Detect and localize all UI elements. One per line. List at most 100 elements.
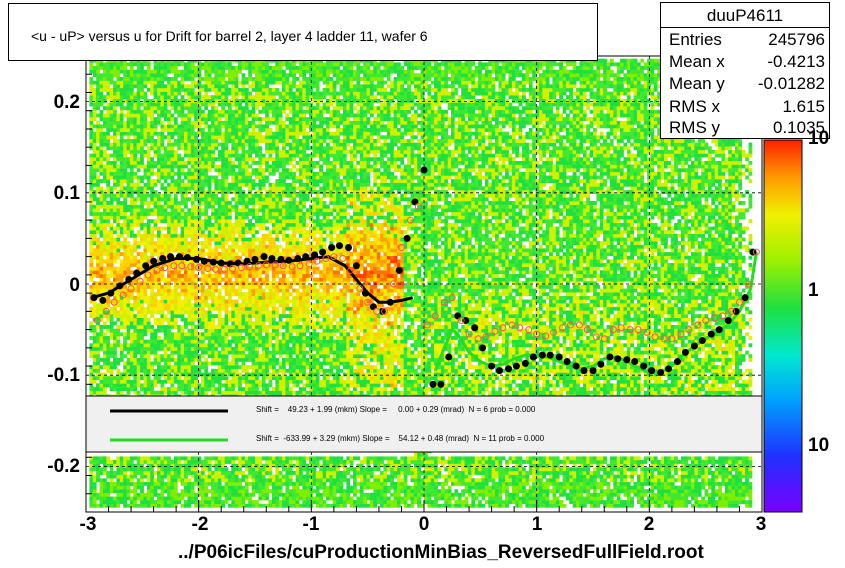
heatmap-cell <box>96 215 100 220</box>
heatmap-cell <box>102 77 107 81</box>
heatmap-cell <box>200 95 205 100</box>
heatmap-cell <box>177 332 182 337</box>
heatmap-cell <box>255 77 259 81</box>
heatmap-cell <box>244 503 249 508</box>
heatmap-cell <box>197 463 202 468</box>
heatmap-cell <box>200 128 205 132</box>
heatmap-cell <box>123 222 127 227</box>
heatmap-cell <box>89 503 94 508</box>
heatmap-cell <box>102 481 107 486</box>
heatmap-cell <box>157 379 161 384</box>
heatmap-cell <box>221 219 225 224</box>
heatmap-cell <box>89 292 94 297</box>
heatmap-cell <box>241 306 246 311</box>
heatmap-cell <box>224 222 229 227</box>
heatmap-cell <box>265 179 269 183</box>
heatmap-cell <box>214 219 219 224</box>
heatmap-cell <box>265 124 269 129</box>
heatmap-cell <box>211 153 215 158</box>
heatmap-cell <box>194 365 198 370</box>
heatmap-cell <box>129 149 134 154</box>
heatmap-cell <box>244 131 249 136</box>
heatmap-cell <box>214 471 219 475</box>
heatmap-cell <box>200 135 205 140</box>
heatmap-cell <box>160 503 165 508</box>
heatmap-cell <box>163 467 168 472</box>
heatmap-cell <box>255 131 259 136</box>
heatmap-cell <box>265 496 269 501</box>
heatmap-cell <box>143 117 148 121</box>
heatmap-cell <box>197 197 202 202</box>
heatmap-cell <box>106 175 111 180</box>
heatmap-cell <box>102 478 107 483</box>
heatmap-cell <box>160 197 165 202</box>
heatmap-cell <box>140 343 144 348</box>
heatmap-cell <box>200 474 205 479</box>
heatmap-cell <box>96 357 100 362</box>
heatmap-cell <box>102 383 107 388</box>
heatmap-cell <box>126 306 131 311</box>
heatmap-cell <box>109 372 114 377</box>
heatmap-cell <box>224 215 229 220</box>
heatmap-cell <box>160 244 165 249</box>
heatmap-cell <box>102 212 107 216</box>
heatmap-cell <box>99 117 104 121</box>
heatmap-cell <box>92 124 97 129</box>
heatmap-cell <box>241 109 246 114</box>
heatmap-cell <box>143 474 148 479</box>
heatmap-cell <box>180 95 185 100</box>
heatmap-cell <box>170 91 175 96</box>
heatmap-cell <box>204 336 209 340</box>
heatmap-cell <box>146 325 151 329</box>
heatmap-cell <box>200 168 205 173</box>
heatmap-cell <box>258 149 263 154</box>
heatmap-cell <box>238 91 242 96</box>
heatmap-cell <box>123 153 127 158</box>
heatmap-cell <box>228 109 232 114</box>
heatmap-cell <box>200 343 205 348</box>
heatmap-cell <box>211 62 215 67</box>
heatmap-cell <box>207 77 212 81</box>
heatmap-cell <box>140 314 144 318</box>
heatmap-cell <box>136 460 141 464</box>
heatmap-cell <box>150 84 154 89</box>
heatmap-cell <box>170 66 175 70</box>
heatmap-cell <box>153 128 158 132</box>
heatmap-cell <box>173 212 178 216</box>
heatmap-cell <box>204 215 209 220</box>
heatmap-cell <box>109 222 114 227</box>
heatmap-cell <box>136 263 141 267</box>
heatmap-cell <box>173 496 178 501</box>
heatmap-cell <box>170 77 175 81</box>
heatmap-cell <box>150 73 154 78</box>
heatmap-cell <box>207 277 212 282</box>
heatmap-cell <box>119 226 124 231</box>
heatmap-cell <box>197 485 202 490</box>
heatmap-cell <box>160 317 165 322</box>
heatmap-cell <box>211 456 215 461</box>
heatmap-cell <box>251 208 256 213</box>
heatmap-cell <box>258 489 263 494</box>
heatmap-cell <box>200 284 205 289</box>
heatmap-cell <box>143 390 148 395</box>
heatmap-cell <box>167 460 171 464</box>
heatmap-cell <box>255 336 259 340</box>
heatmap-cell <box>221 237 225 242</box>
heatmap-cell <box>194 387 198 391</box>
heatmap-cell <box>136 314 141 318</box>
heatmap-cell <box>187 244 192 249</box>
heatmap-cell <box>123 168 127 173</box>
heatmap-cell <box>200 266 205 271</box>
heatmap-cell <box>92 233 97 238</box>
heatmap-cell <box>217 390 222 395</box>
heatmap-cell <box>238 106 242 111</box>
heatmap-cell <box>234 372 239 377</box>
heatmap-cell <box>140 492 144 497</box>
heatmap-cell <box>119 190 124 194</box>
heatmap-cell <box>228 73 232 78</box>
heatmap-cell <box>228 387 232 391</box>
heatmap-cell <box>217 310 222 315</box>
heatmap-cell <box>160 343 165 348</box>
heatmap-cell <box>113 248 117 253</box>
heatmap-cell <box>207 255 212 260</box>
